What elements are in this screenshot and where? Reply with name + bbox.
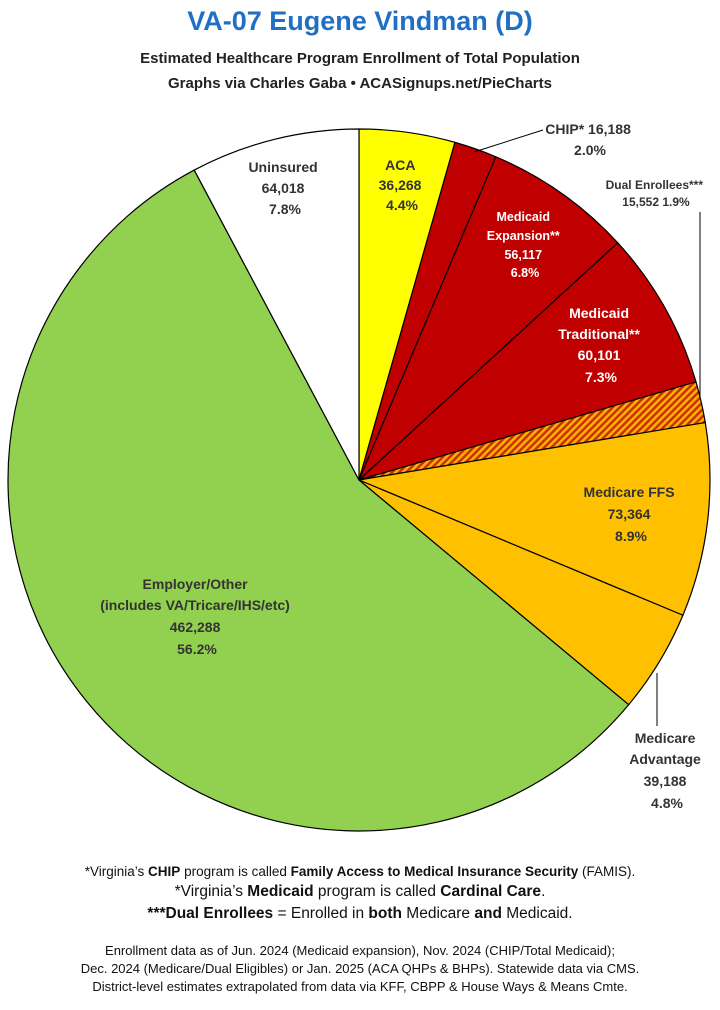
source-note-line-1: Enrollment data as of Jun. 2024 (Medicai…	[105, 943, 615, 958]
chip-label: CHIP* 16,188 2.0%	[545, 121, 635, 158]
source-note-line-3: District-level estimates extrapolated fr…	[92, 979, 628, 994]
medicaid-footnote: *Virginia’s Medicaid program is called C…	[174, 883, 546, 900]
employer-other-label: Employer/Other (includes VA/Tricare/IHS/…	[100, 576, 293, 657]
pie-slice-uninsured	[193, 128, 360, 481]
dual-enrollees-footnote: ***Dual Enrollees = Enrolled in both Med…	[147, 905, 573, 922]
chart-credit: Graphs via Charles Gaba • ACASignups.net…	[168, 75, 552, 92]
dual-enrollees-label: Dual Enrollees*** 15,552 1.9%	[606, 178, 707, 209]
leader-lines	[473, 129, 701, 726]
chip-footnote: *Virginia’s CHIP program is called Famil…	[84, 864, 636, 879]
chart-subtitle: Estimated Healthcare Program Enrollment …	[140, 50, 580, 67]
page-title: VA-07 Eugene Vindman (D)	[187, 6, 533, 36]
medicaid-traditional-label: Medicaid Traditional** 60,101 7.3%	[558, 305, 644, 385]
medicare-advantage-label: Medicare Advantage 39,188 4.8%	[629, 730, 704, 811]
slice-labels: ACA 36,268 4.4% CHIP* 16,188 2.0% Dual E…	[100, 121, 707, 811]
aca-label: ACA 36,268 4.4%	[379, 157, 426, 213]
pie-slice-medicare-ffs	[358, 421, 711, 616]
source-note-line-2: Dec. 2024 (Medicare/Dual Eligibles) or J…	[80, 961, 640, 976]
medicare-ffs-label: Medicare FFS 73,364 8.9%	[584, 484, 679, 544]
chip-leader-line	[473, 129, 544, 153]
pie-slices	[7, 128, 711, 832]
pie-chart: ACA 36,268 4.4% CHIP* 16,188 2.0% Dual E…	[7, 121, 711, 832]
pie-slice-employer-other	[7, 169, 630, 832]
pie-slice-medicaid-traditional	[358, 242, 697, 481]
uninsured-label: Uninsured 64,018 7.8%	[248, 159, 321, 217]
pie-slice-medicaid-expansion	[358, 156, 619, 481]
medicaid-expansion-label: Medicaid Expansion** 56,117 6.8%	[487, 210, 563, 280]
